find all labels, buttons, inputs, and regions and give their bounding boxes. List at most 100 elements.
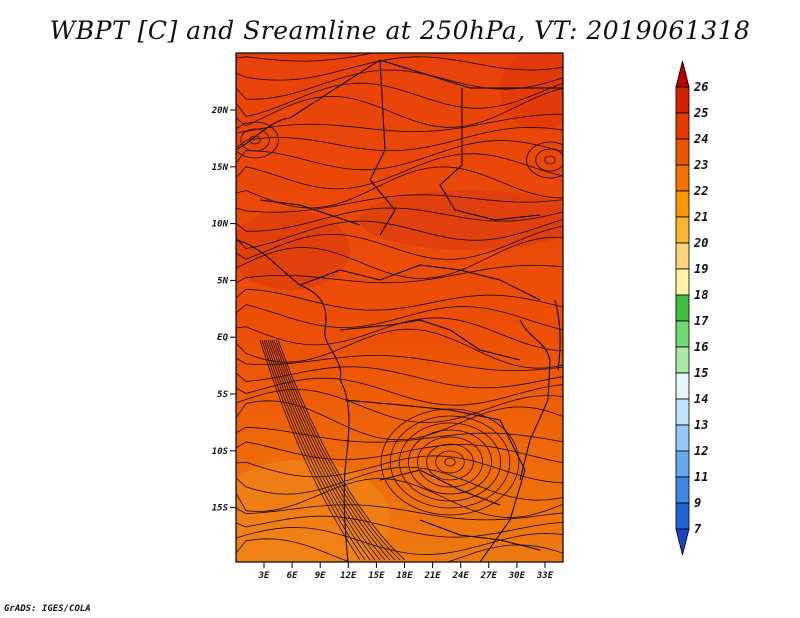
streamline: [236, 304, 563, 331]
colorbar-box: [675, 138, 690, 166]
colorbar-label: 18: [694, 288, 708, 302]
lat-tick-label: 20N: [211, 106, 229, 116]
streamline: [275, 339, 401, 561]
chart-title: WBPT [C] and Sreamline at 250hPa, VT: 20…: [49, 16, 751, 45]
colorbar-box: [675, 242, 690, 270]
vortex-ring: [236, 121, 279, 159]
lat-tick-label: EQ: [217, 333, 228, 343]
colorbar-box: [675, 450, 690, 478]
colorbar-label: 14: [694, 392, 708, 406]
vortex-ring: [240, 128, 270, 152]
colorbar-label: 26: [693, 80, 708, 94]
streamline: [263, 339, 371, 561]
colorbar-box: [675, 320, 690, 348]
streamline: [236, 264, 563, 284]
lon-tick-label: 12E: [340, 571, 357, 581]
streamline: [277, 339, 406, 561]
streamline: [236, 377, 563, 406]
streamline: [265, 339, 376, 561]
vortex-ring: [544, 155, 556, 165]
warm-patch: [236, 210, 350, 290]
colorbar-label: 24: [693, 132, 708, 146]
streamline: [236, 166, 563, 209]
colorbar-label: 7: [694, 522, 702, 536]
country-borders: [236, 59, 562, 562]
streamline: [236, 194, 563, 213]
streamline: [259, 339, 361, 561]
colorbar-label: 19: [694, 262, 708, 276]
vortex-ring: [417, 436, 483, 488]
streamline: [267, 339, 381, 561]
colorbar-label: 20: [693, 236, 708, 250]
colorbar-box: [675, 502, 690, 530]
streamline: [261, 339, 366, 561]
colorbar-label: 16: [694, 340, 708, 354]
map-frame: [235, 52, 564, 563]
streamline: [236, 113, 563, 134]
vortex-ring: [435, 450, 465, 474]
colorbar-box: [675, 164, 690, 192]
colorbar-label: 25: [693, 106, 708, 120]
streamline: [273, 339, 396, 561]
streamline: [236, 328, 563, 369]
colorbar-label: 12: [694, 444, 708, 458]
streamline: [271, 339, 391, 561]
vortex-ring: [249, 135, 261, 145]
warm-patch: [500, 53, 563, 130]
colorbar-box: [675, 346, 690, 374]
map-plot-area: [236, 53, 563, 562]
streamline: [269, 339, 386, 561]
colorbar-box: [675, 476, 690, 504]
colorbar-box: [675, 86, 690, 114]
streamline: [236, 426, 563, 443]
colorbar-box: [675, 112, 690, 140]
colorbar: 26 25 24 23 22 21 20 19 18 17 16 15 14 13 12 11 9 7: [675, 60, 709, 556]
colorbar-label: 11: [694, 470, 708, 484]
streamline: [236, 126, 563, 151]
streamline: [236, 400, 563, 441]
streamline: [236, 504, 563, 521]
lat-tick-label: 15N: [212, 163, 229, 173]
colorbar-box: [675, 268, 690, 296]
colorbar-label: 15: [694, 366, 708, 380]
streamline: [236, 88, 563, 128]
streamlines: [236, 53, 563, 562]
colorbar-label: 23: [693, 158, 708, 172]
streamline-vortices: [236, 121, 563, 516]
lon-tick-label: 27E: [480, 571, 498, 581]
lon-tick-label: 30E: [508, 571, 526, 581]
colorbar-label: 9: [694, 496, 701, 510]
vortex-ring: [535, 148, 563, 172]
warm-patch: [360, 190, 563, 250]
colorbar-min-arrow: [675, 528, 690, 556]
lat-tick-label: 5S: [217, 390, 228, 400]
vortex-ring: [389, 415, 511, 509]
colorbar-box: [675, 216, 690, 244]
vortex-ring: [526, 141, 563, 179]
colorbar-max-arrow: [675, 60, 690, 88]
vortex-ring: [398, 422, 502, 502]
streamline: [236, 515, 563, 538]
streamline: [236, 527, 563, 555]
lon-tick-label: 9E: [315, 571, 326, 581]
colorbar-box: [675, 424, 690, 452]
streamline: [236, 153, 563, 190]
lon-tick-label: 18E: [396, 571, 413, 581]
streamline: [236, 69, 563, 100]
streamline: [236, 207, 563, 232]
lat-tick-label: 10S: [212, 447, 229, 457]
streamline: [236, 538, 563, 562]
colorbar-box: [675, 294, 690, 322]
streamline: [236, 56, 563, 81]
colorbar-label: 22: [693, 184, 708, 198]
colorbar-label: 21: [693, 210, 708, 224]
vortex-ring: [426, 443, 474, 481]
streamline: [236, 455, 563, 484]
lat-tick-label: 15S: [212, 504, 229, 514]
footer-credit: GrADS: IGES/COLA: [4, 604, 91, 614]
streamline: [236, 225, 563, 260]
latitude-axis: 20N 15N 10N 5N EQ 5S 10S 15S: [211, 106, 236, 514]
lat-tick-label: 10N: [212, 220, 229, 230]
vortex-ring: [380, 408, 520, 516]
